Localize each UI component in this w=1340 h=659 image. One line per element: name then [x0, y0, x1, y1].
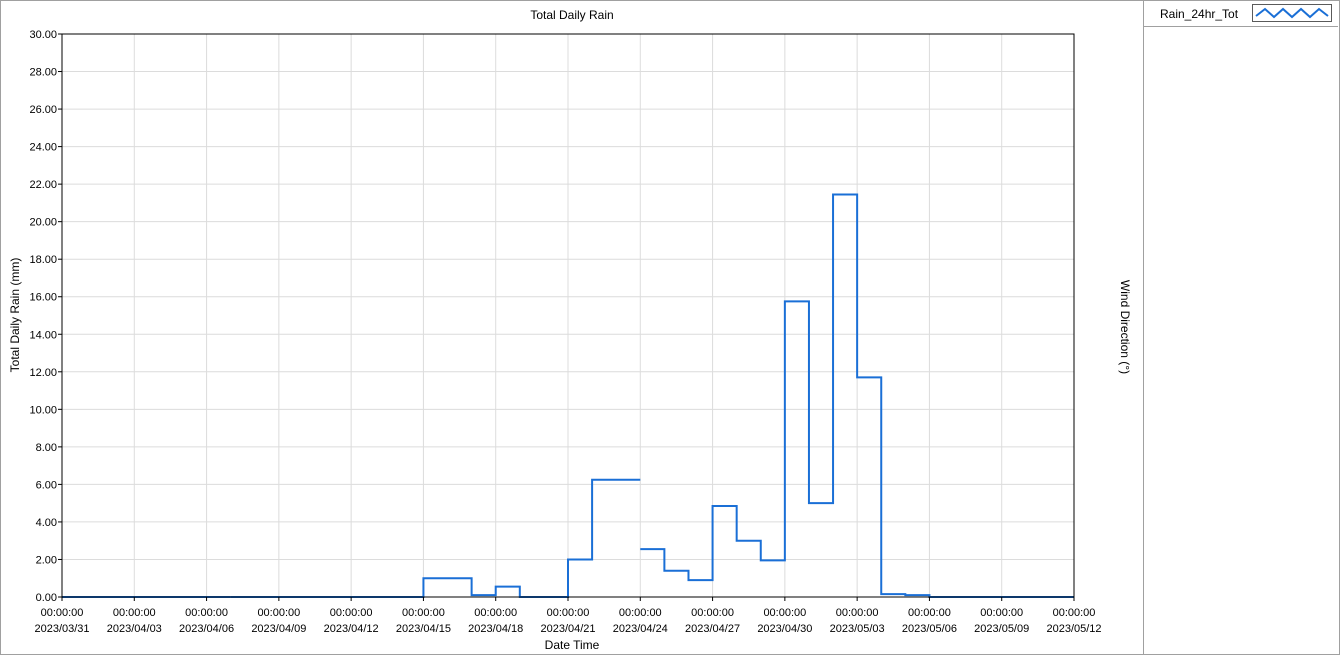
x-tick-time-label: 00:00:00	[547, 607, 590, 619]
x-tick-date-label: 2023/04/06	[179, 623, 234, 635]
y-tick-label: 14.00	[29, 329, 57, 341]
y-tick-label: 6.00	[36, 479, 57, 491]
x-tick-date-label: 2023/04/03	[107, 623, 162, 635]
y-tick-label: 22.00	[29, 179, 57, 191]
x-tick-date-label: 2023/04/24	[613, 623, 668, 635]
legend-entry[interactable]: Rain_24hr_Tot	[1144, 1, 1338, 27]
y-tick-label: 12.00	[29, 367, 57, 379]
series-line-segment	[230, 478, 641, 598]
x-tick-date-label: 2023/04/09	[251, 623, 306, 635]
x-tick-date-label: 2023/05/09	[974, 623, 1029, 635]
x-tick-time-label: 00:00:00	[474, 607, 517, 619]
x-tick-time-label: 00:00:00	[185, 607, 228, 619]
y-tick-label: 28.00	[29, 67, 57, 79]
x-tick-date-label: 2023/04/30	[757, 623, 812, 635]
y-tick-label: 10.00	[29, 404, 57, 416]
x-tick-time-label: 00:00:00	[836, 607, 879, 619]
y-tick-label: 24.00	[29, 142, 57, 154]
y2-axis-label: Wind Direction (°)	[1118, 280, 1132, 374]
x-tick-time-label: 00:00:00	[402, 607, 445, 619]
y-axis-label: Total Daily Rain (mm)	[8, 258, 22, 373]
x-tick-date-label: 2023/03/31	[34, 623, 89, 635]
y-tick-label: 30.00	[29, 29, 57, 41]
x-tick-time-label: 00:00:00	[1053, 607, 1096, 619]
x-tick-time-label: 00:00:00	[257, 607, 300, 619]
x-axis-label: Date Time	[545, 638, 600, 652]
y-axis: 0.00 2.00 4.00 6.00 8.00 10.00 12.00 14.00 16.00…	[29, 29, 62, 604]
x-tick-time-label: 00:00:00	[41, 607, 84, 619]
x-tick-date-label: 2023/05/12	[1046, 623, 1101, 635]
y-tick-label: 0.00	[36, 592, 57, 604]
x-tick-date-label: 2023/04/21	[540, 623, 595, 635]
x-tick-time-label: 00:00:00	[763, 607, 806, 619]
chart-frame: 0.00 2.00 4.00 6.00 8.00 10.00 12.00 14.00 16.00…	[0, 0, 1144, 655]
legend-panel: Rain_24hr_Tot	[1144, 0, 1340, 655]
x-tick-time-label: 00:00:00	[113, 607, 156, 619]
x-tick-time-label: 00:00:00	[619, 607, 662, 619]
x-axis: 00:00:00 2023/03/31 00:00:00 2023/04/03 00:0…	[34, 597, 1102, 635]
y-tick-label: 18.00	[29, 254, 57, 266]
x-tick-date-label: 2023/04/15	[396, 623, 451, 635]
y-tick-label: 26.00	[29, 104, 57, 116]
wave-line-icon	[1252, 4, 1332, 22]
x-tick-date-label: 2023/04/12	[324, 623, 379, 635]
y-tick-label: 16.00	[29, 292, 57, 304]
x-tick-time-label: 00:00:00	[691, 607, 734, 619]
grid-lines	[62, 34, 1074, 597]
x-tick-time-label: 00:00:00	[980, 607, 1023, 619]
x-tick-date-label: 2023/05/03	[830, 623, 885, 635]
rain-chart: 0.00 2.00 4.00 6.00 8.00 10.00 12.00 14.00 16.00…	[8, 8, 1132, 652]
x-tick-time-label: 00:00:00	[908, 607, 951, 619]
x-tick-time-label: 00:00:00	[330, 607, 373, 619]
y-tick-label: 8.00	[36, 442, 57, 454]
x-tick-date-label: 2023/04/27	[685, 623, 740, 635]
chart-title: Total Daily Rain	[530, 8, 613, 22]
x-tick-date-label: 2023/04/18	[468, 623, 523, 635]
x-tick-date-label: 2023/05/06	[902, 623, 957, 635]
y-tick-label: 20.00	[29, 217, 57, 229]
y-tick-label: 4.00	[36, 517, 57, 529]
y-tick-label: 2.00	[36, 554, 57, 566]
legend-label: Rain_24hr_Tot	[1160, 7, 1239, 21]
